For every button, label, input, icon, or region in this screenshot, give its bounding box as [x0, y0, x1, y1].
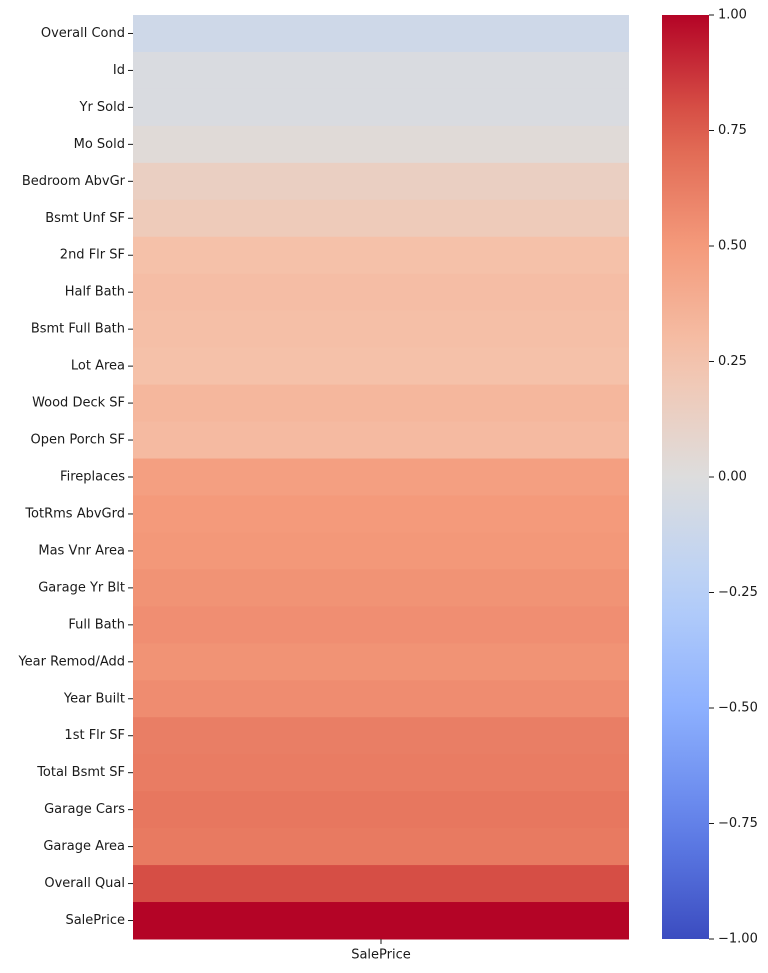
y-tick-label: Garage Yr Blt — [38, 580, 125, 595]
y-tick-label: Overall Qual — [44, 876, 125, 891]
heatmap-cell — [133, 569, 629, 607]
heatmap-cell — [133, 421, 629, 460]
colorbar-tick-label: 0.00 — [718, 470, 747, 485]
heatmap-cell — [133, 310, 629, 349]
y-tick-label: Mo Sold — [74, 137, 125, 152]
y-tick-label: Half Bath — [65, 285, 125, 300]
heatmap-cell — [133, 384, 629, 423]
y-tick-label: Bedroom AbvGr — [22, 174, 126, 189]
y-tick-label: Id — [113, 63, 125, 78]
heatmap-cell — [133, 680, 629, 718]
colorbar-tick-label: −0.50 — [718, 701, 758, 716]
colorbar-tick-label: 1.00 — [718, 8, 747, 23]
heatmap-cell — [133, 865, 629, 903]
heatmap-cell — [133, 902, 629, 940]
y-tick-label: Full Bath — [68, 617, 125, 632]
heatmap-cell — [133, 88, 629, 127]
heatmap-cell — [133, 828, 629, 866]
heatmap-cell — [133, 532, 629, 570]
x-tick-labels: SalePrice — [351, 939, 411, 963]
heatmap-cell — [133, 15, 629, 53]
heatmap-cells — [133, 15, 629, 940]
y-tick-label: Overall Cond — [41, 26, 125, 41]
colorbar-tick-label: −0.25 — [718, 585, 758, 600]
x-tick-label: SalePrice — [351, 948, 411, 963]
y-tick-label: Bsmt Full Bath — [31, 322, 125, 337]
heatmap-cell — [133, 199, 629, 238]
y-tick-labels: Overall Cond Id Yr Sold Mo Sold Bedroom AbvG… — [17, 26, 133, 928]
heatmap-cell — [133, 51, 629, 90]
y-tick-label: Year Built — [63, 691, 125, 706]
y-tick-label: TotRms AbvGrd — [24, 506, 125, 521]
y-tick-label: SalePrice — [65, 913, 125, 928]
colorbar-tick-label: 0.50 — [718, 239, 747, 254]
heatmap-cell — [133, 643, 629, 681]
colorbar-tick-label: 0.75 — [718, 123, 747, 138]
heatmap-cell — [133, 458, 629, 496]
colorbar-gradient — [662, 15, 709, 939]
colorbar-tick-label: 0.25 — [718, 354, 747, 369]
heatmap-cell — [133, 347, 629, 386]
colorbar-tick-label: −1.00 — [718, 932, 758, 947]
heatmap-cell — [133, 236, 629, 275]
y-tick-label: Lot Area — [71, 359, 125, 374]
y-tick-label: Total Bsmt SF — [36, 765, 125, 780]
y-tick-label: Wood Deck SF — [32, 396, 125, 411]
y-tick-label: 2nd Flr SF — [60, 248, 125, 263]
heatmap-cell — [133, 273, 629, 312]
y-tick-label: Fireplaces — [60, 470, 125, 485]
y-tick-label: Year Remod/Add — [17, 654, 125, 669]
colorbar-tick-label: −0.75 — [718, 816, 758, 831]
heatmap-cell — [133, 717, 629, 755]
y-tick-label: 1st Flr SF — [64, 728, 125, 743]
y-tick-label: Mas Vnr Area — [38, 543, 125, 558]
heatmap-cell — [133, 125, 629, 164]
y-tick-label: Garage Cars — [44, 802, 125, 817]
y-tick-label: Open Porch SF — [31, 433, 126, 448]
heatmap-cell — [133, 495, 629, 533]
heatmap-cell — [133, 606, 629, 644]
colorbar: 1.00 0.75 0.50 0.25 0.00 −0.25 −0.50 −0.75 −1.00 — [662, 8, 758, 947]
heatmap-cell — [133, 754, 629, 792]
y-tick-label: Garage Area — [43, 839, 125, 854]
y-tick-label: Yr Sold — [79, 100, 126, 115]
heatmap-cell — [133, 791, 629, 829]
y-tick-label: Bsmt Unf SF — [45, 211, 125, 226]
heatmap-cell — [133, 162, 629, 201]
